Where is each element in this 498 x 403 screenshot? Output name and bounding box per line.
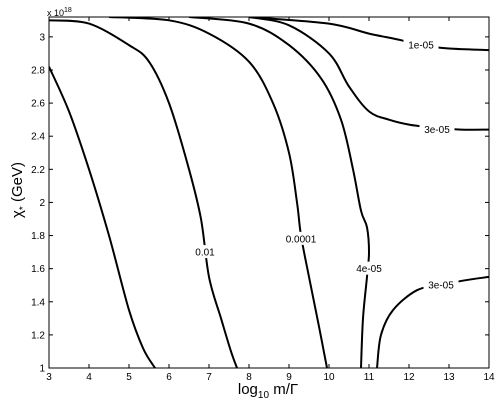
contour-label-bg	[351, 261, 387, 275]
y-tick-label: 1.6	[31, 264, 45, 275]
plot-frame	[48, 16, 490, 369]
contour-label-bg	[190, 245, 220, 259]
y-tick-label: 1.8	[31, 231, 45, 242]
x-tick-label: 4	[86, 372, 92, 383]
x-tick-label: 11	[364, 372, 375, 383]
x-tick-label: 10	[323, 372, 335, 383]
contour-label-2: 0.01	[195, 248, 215, 259]
contour-label-5: 3e-05	[424, 125, 450, 136]
x-tick-label: 14	[483, 372, 495, 383]
contour-label-3: 0.0001	[286, 234, 317, 245]
contour-line-3	[108, 17, 328, 368]
y-tick-label: 2.4	[31, 132, 45, 143]
x-tick-label: 6	[166, 372, 172, 383]
y-axis-multiplier: x 1018	[47, 7, 72, 18]
contour-label-7: 3e-05	[428, 281, 454, 292]
x-tick-label: 3	[46, 372, 52, 383]
contour-label-4: 4e-05	[356, 264, 382, 275]
x-tick-label: 5	[126, 372, 132, 383]
contour-label-6: 1e-05	[408, 41, 434, 52]
x-tick-label: 8	[246, 372, 252, 383]
y-tick-label: 2.6	[31, 99, 45, 110]
contour-label-bg	[280, 231, 322, 245]
contour-label-bg	[403, 38, 439, 52]
y-tick-label: 1.2	[31, 330, 45, 341]
contour-line-6	[248, 17, 489, 52]
x-tick-label: 7	[206, 372, 212, 383]
plot-area	[49, 17, 489, 368]
x-tick-label: 12	[403, 372, 415, 383]
contour-label-bg	[419, 122, 455, 136]
contour-label-bg	[423, 278, 459, 292]
x-tick-label: 13	[443, 372, 455, 383]
y-tick-label: 1	[39, 364, 45, 375]
x-axis-label: log10 m/Γ	[238, 381, 298, 401]
axes: 3 4 5 6 7 8 9 10 11 12 13 14 1 1.2 1.4 1.6 1.8 2 2.2 2.4 2.6…	[31, 16, 495, 383]
y-tick-label: 2.8	[31, 65, 45, 76]
contour-line-4	[188, 17, 371, 368]
x-tick-label: 9	[286, 372, 292, 383]
contour-labels: 0.01 0.0001 4e-05 3e-05 1e-05 3e-05	[190, 38, 459, 292]
y-tick-label: 3	[39, 32, 45, 43]
contour-line-1	[49, 66, 156, 368]
y-tick-label: 1.4	[31, 297, 45, 308]
y-tick-label: 2	[39, 198, 45, 209]
contour-line-7	[376, 275, 489, 368]
y-axis-label: χ* (GeV)	[9, 162, 29, 218]
contour-line-2	[49, 19, 238, 368]
y-tick-label: 2.2	[31, 165, 45, 176]
